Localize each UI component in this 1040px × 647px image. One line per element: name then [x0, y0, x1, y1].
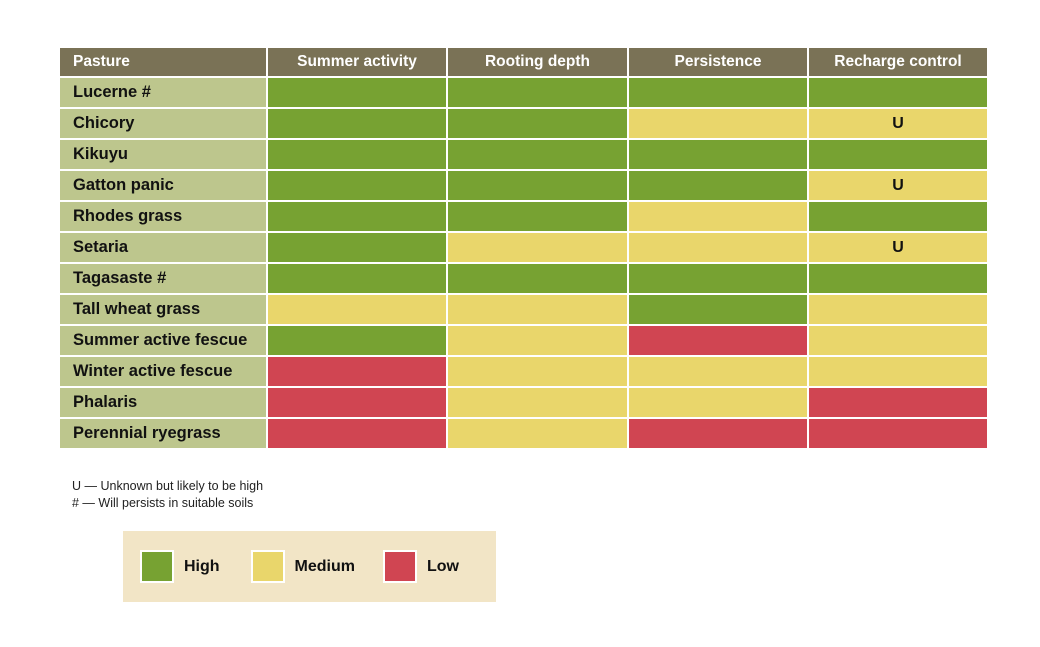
pasture-name: Chicory [58, 107, 268, 140]
pasture-name: Kikuyu [58, 138, 268, 171]
rating-cell-medium [446, 417, 629, 450]
legend-label: Medium [294, 557, 355, 575]
rating-cell-medium [446, 386, 629, 419]
rating-cell-low [266, 417, 448, 450]
rating-cell-high [266, 169, 448, 202]
legend-label: High [184, 557, 220, 575]
rating-cell-high [807, 76, 989, 109]
rating-cell-medium [446, 231, 629, 264]
rating-cell-high [627, 293, 809, 326]
pasture-name: Gatton panic [58, 169, 268, 202]
rating-cell-medium [627, 107, 809, 140]
header-summer-activity: Summer activity [266, 46, 448, 78]
table-row: Chicory U [58, 107, 989, 140]
rating-cell-high [627, 138, 809, 171]
table-row: Phalaris [58, 386, 989, 419]
legend-swatch-medium [250, 550, 285, 583]
rating-cell-medium [807, 293, 989, 326]
rating-cell-high [807, 200, 989, 233]
rating-cell-medium: U [807, 231, 989, 264]
rating-cell-medium [446, 355, 629, 388]
table-row: Tall wheat grass [58, 293, 989, 326]
rating-cell-high [627, 76, 809, 109]
rating-cell-medium [446, 293, 629, 326]
pasture-name: Rhodes grass [58, 200, 268, 233]
rating-cell-high [807, 262, 989, 295]
table-header-row: Pasture Summer activity Rooting depth Pe… [58, 46, 989, 78]
table-row: Lucerne # [58, 76, 989, 109]
rating-cell-high [266, 76, 448, 109]
header-pasture: Pasture [58, 46, 268, 78]
footnotes: U — Unknown but likely to be high # — Wi… [72, 478, 263, 512]
rating-cell-low [266, 386, 448, 419]
rating-cell-medium [627, 200, 809, 233]
rating-cell-high [446, 200, 629, 233]
pasture-name: Perennial ryegrass [58, 417, 268, 450]
table-row: Tagasaste # [58, 262, 989, 295]
header-persistence: Persistence [627, 46, 809, 78]
footnote-unknown: U — Unknown but likely to be high [72, 479, 264, 493]
rating-cell-low [266, 355, 448, 388]
rating-cell-high [627, 169, 809, 202]
rating-cell-low [807, 386, 989, 419]
pasture-name: Summer active fescue [58, 324, 268, 357]
rating-cell-high [266, 107, 448, 140]
rating-cell-medium [627, 355, 809, 388]
rating-cell-high [266, 200, 448, 233]
rating-cell-medium: U [807, 169, 989, 202]
table-row: Perennial ryegrass [58, 417, 989, 450]
rating-cell-high [266, 231, 448, 264]
header-recharge-control: Recharge control [807, 46, 989, 78]
rating-cell-high [446, 138, 629, 171]
legend-swatch-high [140, 550, 174, 583]
rating-cell-high [266, 138, 448, 171]
legend-item-medium: Medium [250, 550, 355, 583]
rating-cell-medium [266, 293, 448, 326]
rating-cell-low [627, 417, 809, 450]
rating-cell-medium [627, 386, 809, 419]
pasture-name: Phalaris [58, 386, 268, 419]
pasture-name: Tall wheat grass [58, 293, 268, 326]
rating-cell-high [807, 138, 989, 171]
table-row: Winter active fescue [58, 355, 989, 388]
rating-cell-high [446, 107, 629, 140]
legend-item-low: Low [383, 550, 459, 583]
rating-cell-medium [807, 324, 989, 357]
pasture-name: Tagasaste # [58, 262, 268, 295]
legend-label: Low [427, 557, 459, 575]
rating-cell-medium: U [807, 107, 989, 140]
rating-cell-high [627, 262, 809, 295]
rating-cell-low [627, 324, 809, 357]
legend-swatch-low [383, 550, 417, 583]
rating-cell-medium [807, 355, 989, 388]
header-rooting-depth: Rooting depth [446, 46, 629, 78]
pasture-name: Lucerne # [58, 76, 268, 109]
pasture-name: Winter active fescue [58, 355, 268, 388]
table-row: Rhodes grass [58, 200, 989, 233]
legend: High Medium Low [123, 531, 496, 602]
pasture-table: Pasture Summer activity Rooting depth Pe… [58, 46, 989, 450]
table-row: Gatton panic U [58, 169, 989, 202]
rating-cell-high [266, 324, 448, 357]
legend-item-high: High [140, 550, 220, 583]
table-row: Kikuyu [58, 138, 989, 171]
table-row: Setaria U [58, 231, 989, 264]
rating-cell-high [446, 169, 629, 202]
rating-cell-high [446, 76, 629, 109]
rating-cell-medium [446, 324, 629, 357]
table-row: Summer active fescue [58, 324, 989, 357]
rating-cell-low [807, 417, 989, 450]
table-body: Lucerne # Chicory U Kikuyu Gatton panic U Rhod… [58, 76, 989, 450]
rating-cell-high [266, 262, 448, 295]
pasture-name: Setaria [58, 231, 268, 264]
footnote-persists: # — Will persists in suitable soils [72, 496, 254, 510]
rating-cell-medium [627, 231, 809, 264]
rating-cell-high [446, 262, 629, 295]
